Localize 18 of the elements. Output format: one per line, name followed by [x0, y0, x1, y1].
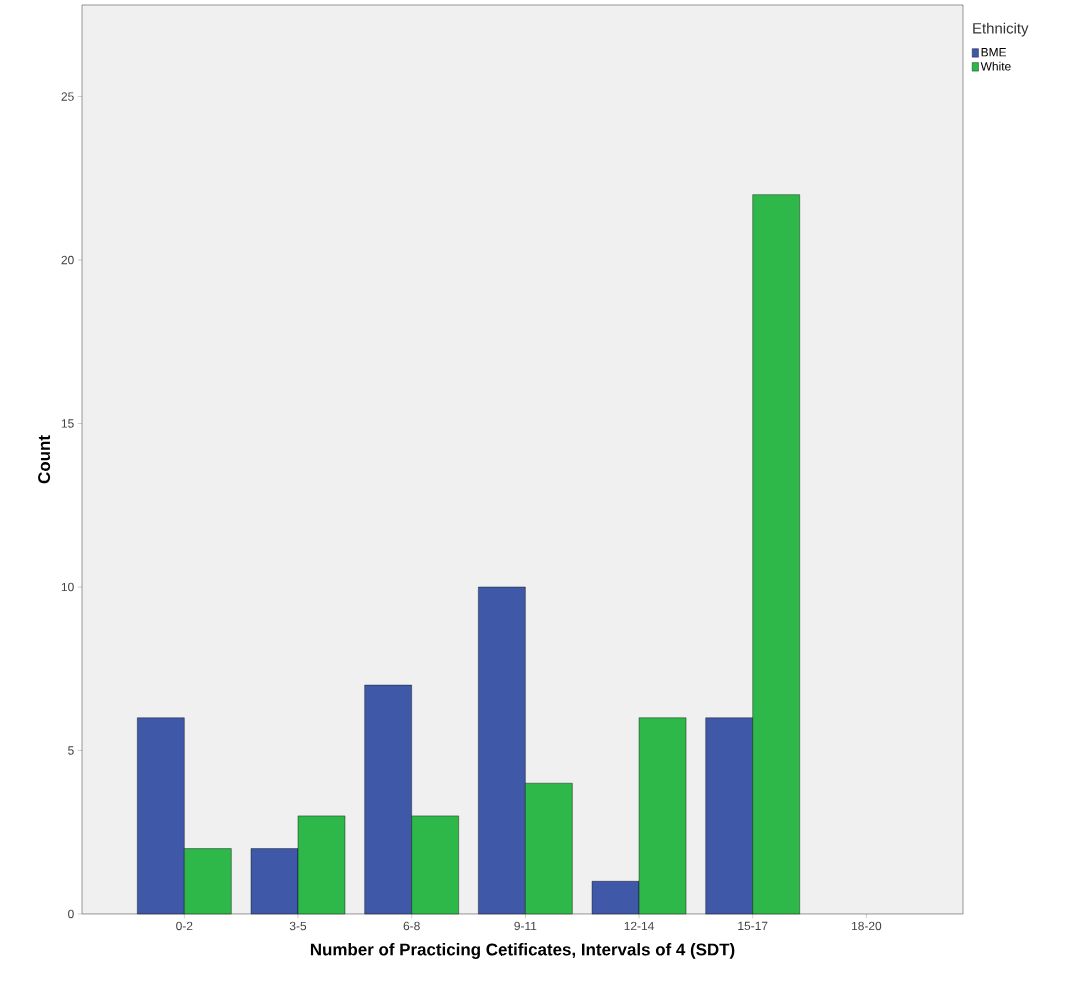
y-tick-label: 25 — [61, 92, 74, 101]
y-axis-title: Count — [38, 435, 51, 484]
x-tick-label: 0-2 — [176, 921, 193, 931]
legend-label: White — [980, 61, 1011, 71]
y-tick-label: 20 — [61, 255, 74, 265]
y-tick-label: 15 — [61, 419, 74, 428]
y-tick-label: 5 — [68, 746, 74, 755]
y-tick-label: 10 — [61, 582, 74, 592]
x-tick-label: 9-11 — [514, 921, 537, 931]
x-tick-label: 6-8 — [403, 921, 420, 931]
legend-label: BME — [981, 48, 1007, 57]
x-axis-title: Number of Practicing Cetificates, Intervals of 4 (SDT) — [310, 943, 735, 959]
x-tick-label: 12-14 — [624, 921, 654, 931]
y-tick-label: 0 — [68, 909, 74, 919]
x-tick-label: 18-20 — [852, 921, 882, 931]
x-tick-label: 15-17 — [738, 921, 768, 931]
x-tick-label: 3-5 — [289, 921, 307, 931]
legend-title: Ethnicity — [973, 22, 1029, 37]
